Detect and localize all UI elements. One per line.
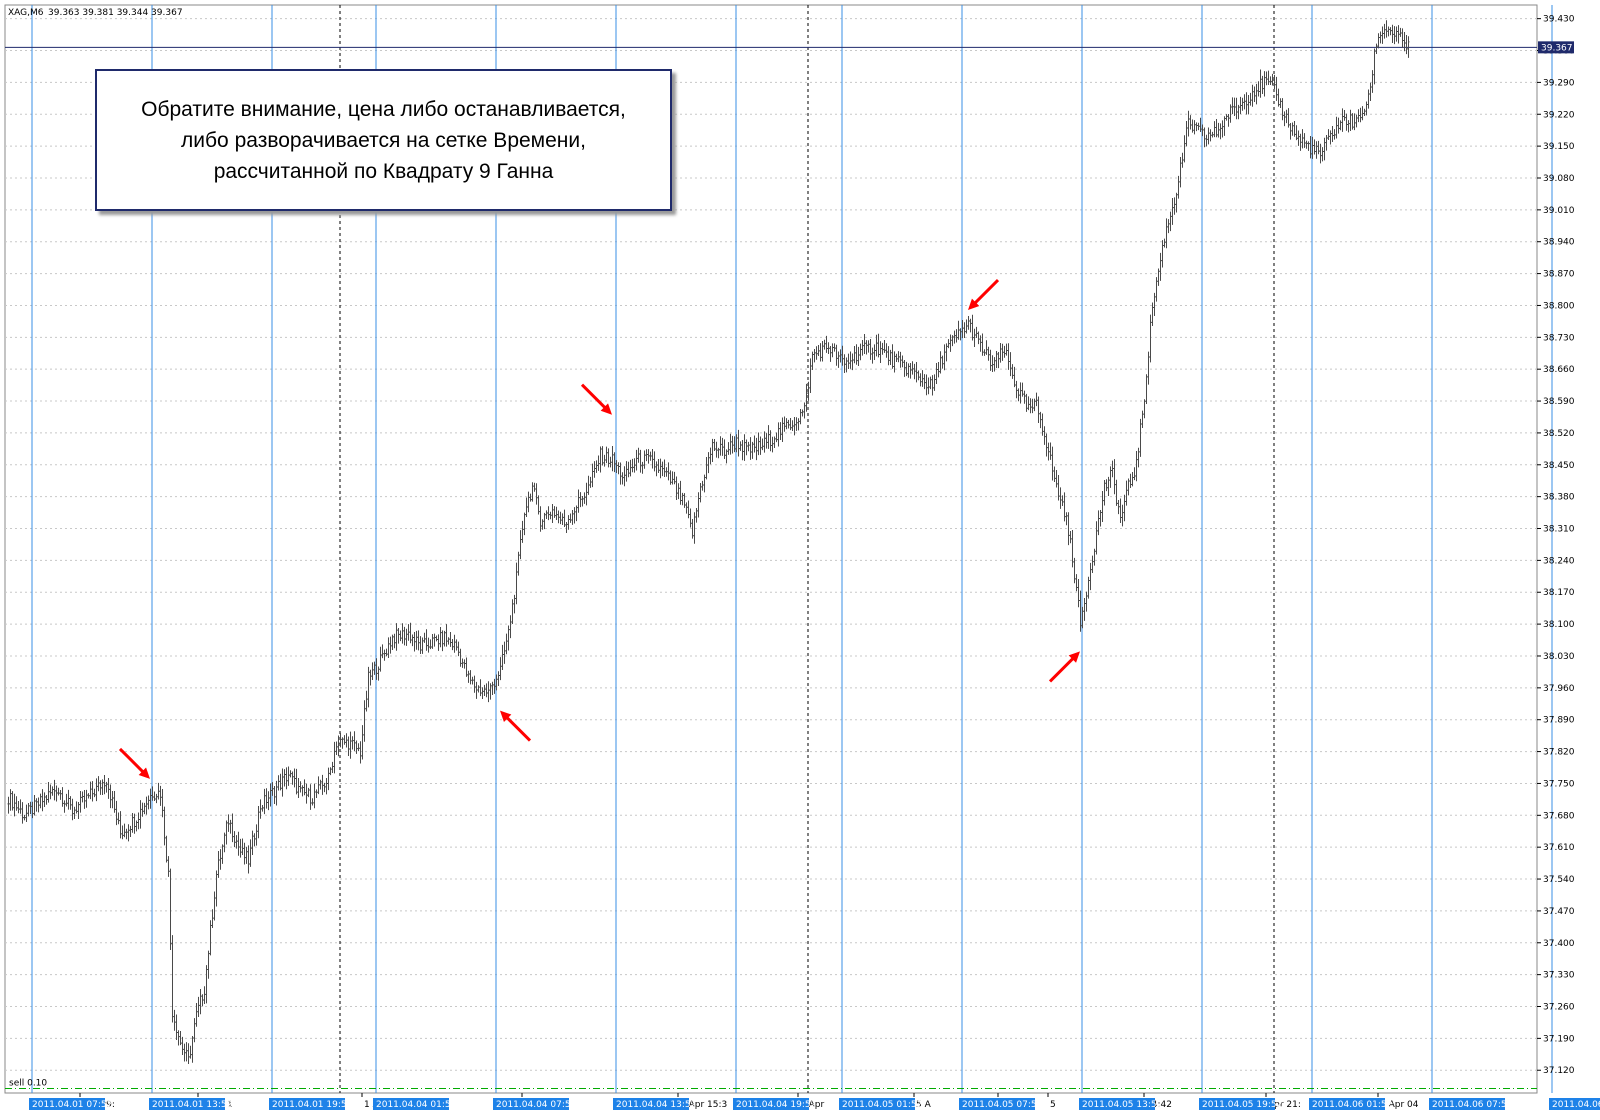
time-grid-tag (149, 1098, 225, 1110)
time-grid-tag (613, 1098, 689, 1110)
time-grid-tag-label: 2011.04.05 07:52 (962, 1100, 1042, 1110)
arrow-shaft (118, 747, 145, 773)
time-grid-tag-label: 2011.04.06 07:52 (1432, 1100, 1512, 1110)
time-tick-label: 14:42 (1146, 1100, 1172, 1110)
time-grid-tag (373, 1098, 449, 1110)
price-tick-label: 37.890 (1543, 716, 1575, 726)
time-grid-tag (733, 1098, 809, 1110)
price-tick-label: 39.220 (1543, 110, 1575, 120)
time-grid (31, 5, 1553, 1093)
time-grid-tag (1429, 1098, 1505, 1110)
arrow-shaft (1048, 657, 1075, 683)
price-tick-label: 39.290 (1543, 78, 1575, 88)
price-tick-label: 38.520 (1543, 429, 1575, 439)
annotation-line-1: Обратите внимание, цена либо останавлива… (141, 97, 626, 121)
price-tick-label: 37.680 (1543, 811, 1575, 821)
price-tick-label: 38.170 (1543, 588, 1575, 598)
price-tick-label: 38.730 (1543, 333, 1575, 343)
time-grid-tag-label: 2011.04.01 13:52 (152, 1100, 232, 1110)
time-tick-label: 4 Apr (800, 1100, 824, 1110)
arrow-head-icon (968, 298, 980, 311)
annotation-box: Обратите внимание, цена либо останавлива… (95, 69, 672, 211)
time-grid-tag-label: 2011.04.06 13:52 (1552, 1100, 1600, 1110)
time-grid-tag-label: 2011.04.01 07:52 (32, 1100, 112, 1110)
arrow-head-icon (600, 403, 612, 415)
time-grid-tag (29, 1098, 105, 1110)
annotation-arrows (118, 278, 1080, 779)
time-tick-label: 6 Apr 04 (1380, 1100, 1419, 1110)
price-tick-label: 39.150 (1543, 142, 1575, 152)
svg-text:39.367: 39.367 (1541, 43, 1573, 53)
arrow-head-icon (138, 767, 150, 779)
time-grid-tag (1309, 1098, 1385, 1110)
arrow-shaft (973, 278, 1000, 305)
price-tick-label: 38.100 (1543, 620, 1575, 630)
price-tick-label: 39.430 (1543, 15, 1575, 25)
price-tick-label: 38.660 (1543, 365, 1575, 375)
time-tick-label: 5 A (916, 1100, 932, 1110)
price-tick-label: 38.380 (1543, 493, 1575, 503)
price-bars (7, 20, 1410, 1064)
price-tick-label: 37.190 (1543, 1034, 1575, 1044)
time-grid-tag-label: 2011.04.04 13:52 (616, 1100, 696, 1110)
time-grid-tag (959, 1098, 1035, 1110)
price-tick-label: 38.310 (1543, 525, 1575, 535)
price-tick-label: 38.240 (1543, 556, 1575, 566)
current-price-tag: 39.367 (1538, 41, 1574, 54)
chart-symbol: XAG,M6 (8, 8, 44, 18)
price-tick-label: 37.820 (1543, 748, 1575, 758)
annotation-line-2: либо разворачивается на сетке Времени, (181, 128, 586, 152)
price-tick-label: 38.940 (1543, 238, 1575, 248)
price-tick-label: 37.470 (1543, 907, 1575, 917)
time-grid-tag (493, 1098, 569, 1110)
price-tick-label: 37.750 (1543, 779, 1575, 789)
time-grid-tag (1549, 1098, 1600, 1110)
chart-quote: 39.363 39.381 39.344 39.367 (48, 8, 183, 18)
time-grid-tag-label: 2011.04.04 07:52 (496, 1100, 576, 1110)
price-tick-label: 39.080 (1543, 174, 1575, 184)
price-tick-label: 37.120 (1543, 1066, 1575, 1076)
price-tick-label: 38.590 (1543, 397, 1575, 407)
time-grid-tag-label: 2011.04.05 01:52 (842, 1100, 922, 1110)
time-grid-tag-label: 2011.04.06 01:52 (1312, 1100, 1392, 1110)
time-grid-tag (839, 1098, 915, 1110)
price-tick-label: 38.800 (1543, 301, 1575, 311)
time-tick-label: Apr 21: (1268, 1100, 1301, 1110)
price-tick-label: 37.330 (1543, 971, 1575, 981)
price-tick-label: 38.870 (1543, 270, 1575, 280)
price-tick-label: 38.450 (1543, 461, 1575, 471)
time-grid-tag (269, 1098, 345, 1110)
time-grid-tags: 2011.04.01 07:52 2011.04.01 13:52 2011.04.… (29, 1098, 1600, 1110)
arrow-shaft (505, 716, 532, 742)
price-tick-label: 37.540 (1543, 875, 1575, 885)
price-tick-label: 37.260 (1543, 1003, 1575, 1013)
price-grid (5, 18, 1537, 1071)
price-tick-label: 37.610 (1543, 843, 1575, 853)
price-axis[interactable]: 39.43039.36039.29039.22039.15039.08039.0… (1537, 15, 1575, 1077)
arrow-shaft (580, 383, 607, 409)
arrow-head-icon (1068, 651, 1080, 663)
price-tick-label: 37.960 (1543, 684, 1575, 694)
price-tick-label: 38.030 (1543, 652, 1575, 662)
time-grid-tag-label: 2011.04.05 19:52 (1202, 1100, 1282, 1110)
time-grid-tag-label: 2011.04.04 19:52 (736, 1100, 816, 1110)
time-grid-tag (1199, 1098, 1275, 1110)
price-tick-label: 39.010 (1543, 206, 1575, 216)
time-grid-tag (1079, 1098, 1155, 1110)
arrow-head-icon (500, 710, 512, 722)
sell-order-label: sell 0.10 (9, 1078, 47, 1088)
annotation-line-3: рассчитанной по Квадрату 9 Ганна (213, 159, 554, 183)
price-tick-label: 37.400 (1543, 939, 1575, 949)
time-grid-tag-label: 2011.04.05 13:52 (1082, 1100, 1162, 1110)
time-tick-label: 5 (1050, 1100, 1056, 1110)
time-grid-tag-label: 2011.04.04 01:52 (376, 1100, 456, 1110)
time-grid-tag-label: 2011.04.01 19:52 (272, 1100, 352, 1110)
time-tick-label: 4 Apr 15:3 (680, 1100, 727, 1110)
